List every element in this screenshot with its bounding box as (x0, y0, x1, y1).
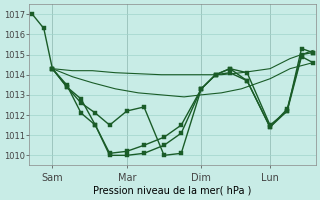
X-axis label: Pression niveau de la mer( hPa ): Pression niveau de la mer( hPa ) (93, 186, 252, 196)
